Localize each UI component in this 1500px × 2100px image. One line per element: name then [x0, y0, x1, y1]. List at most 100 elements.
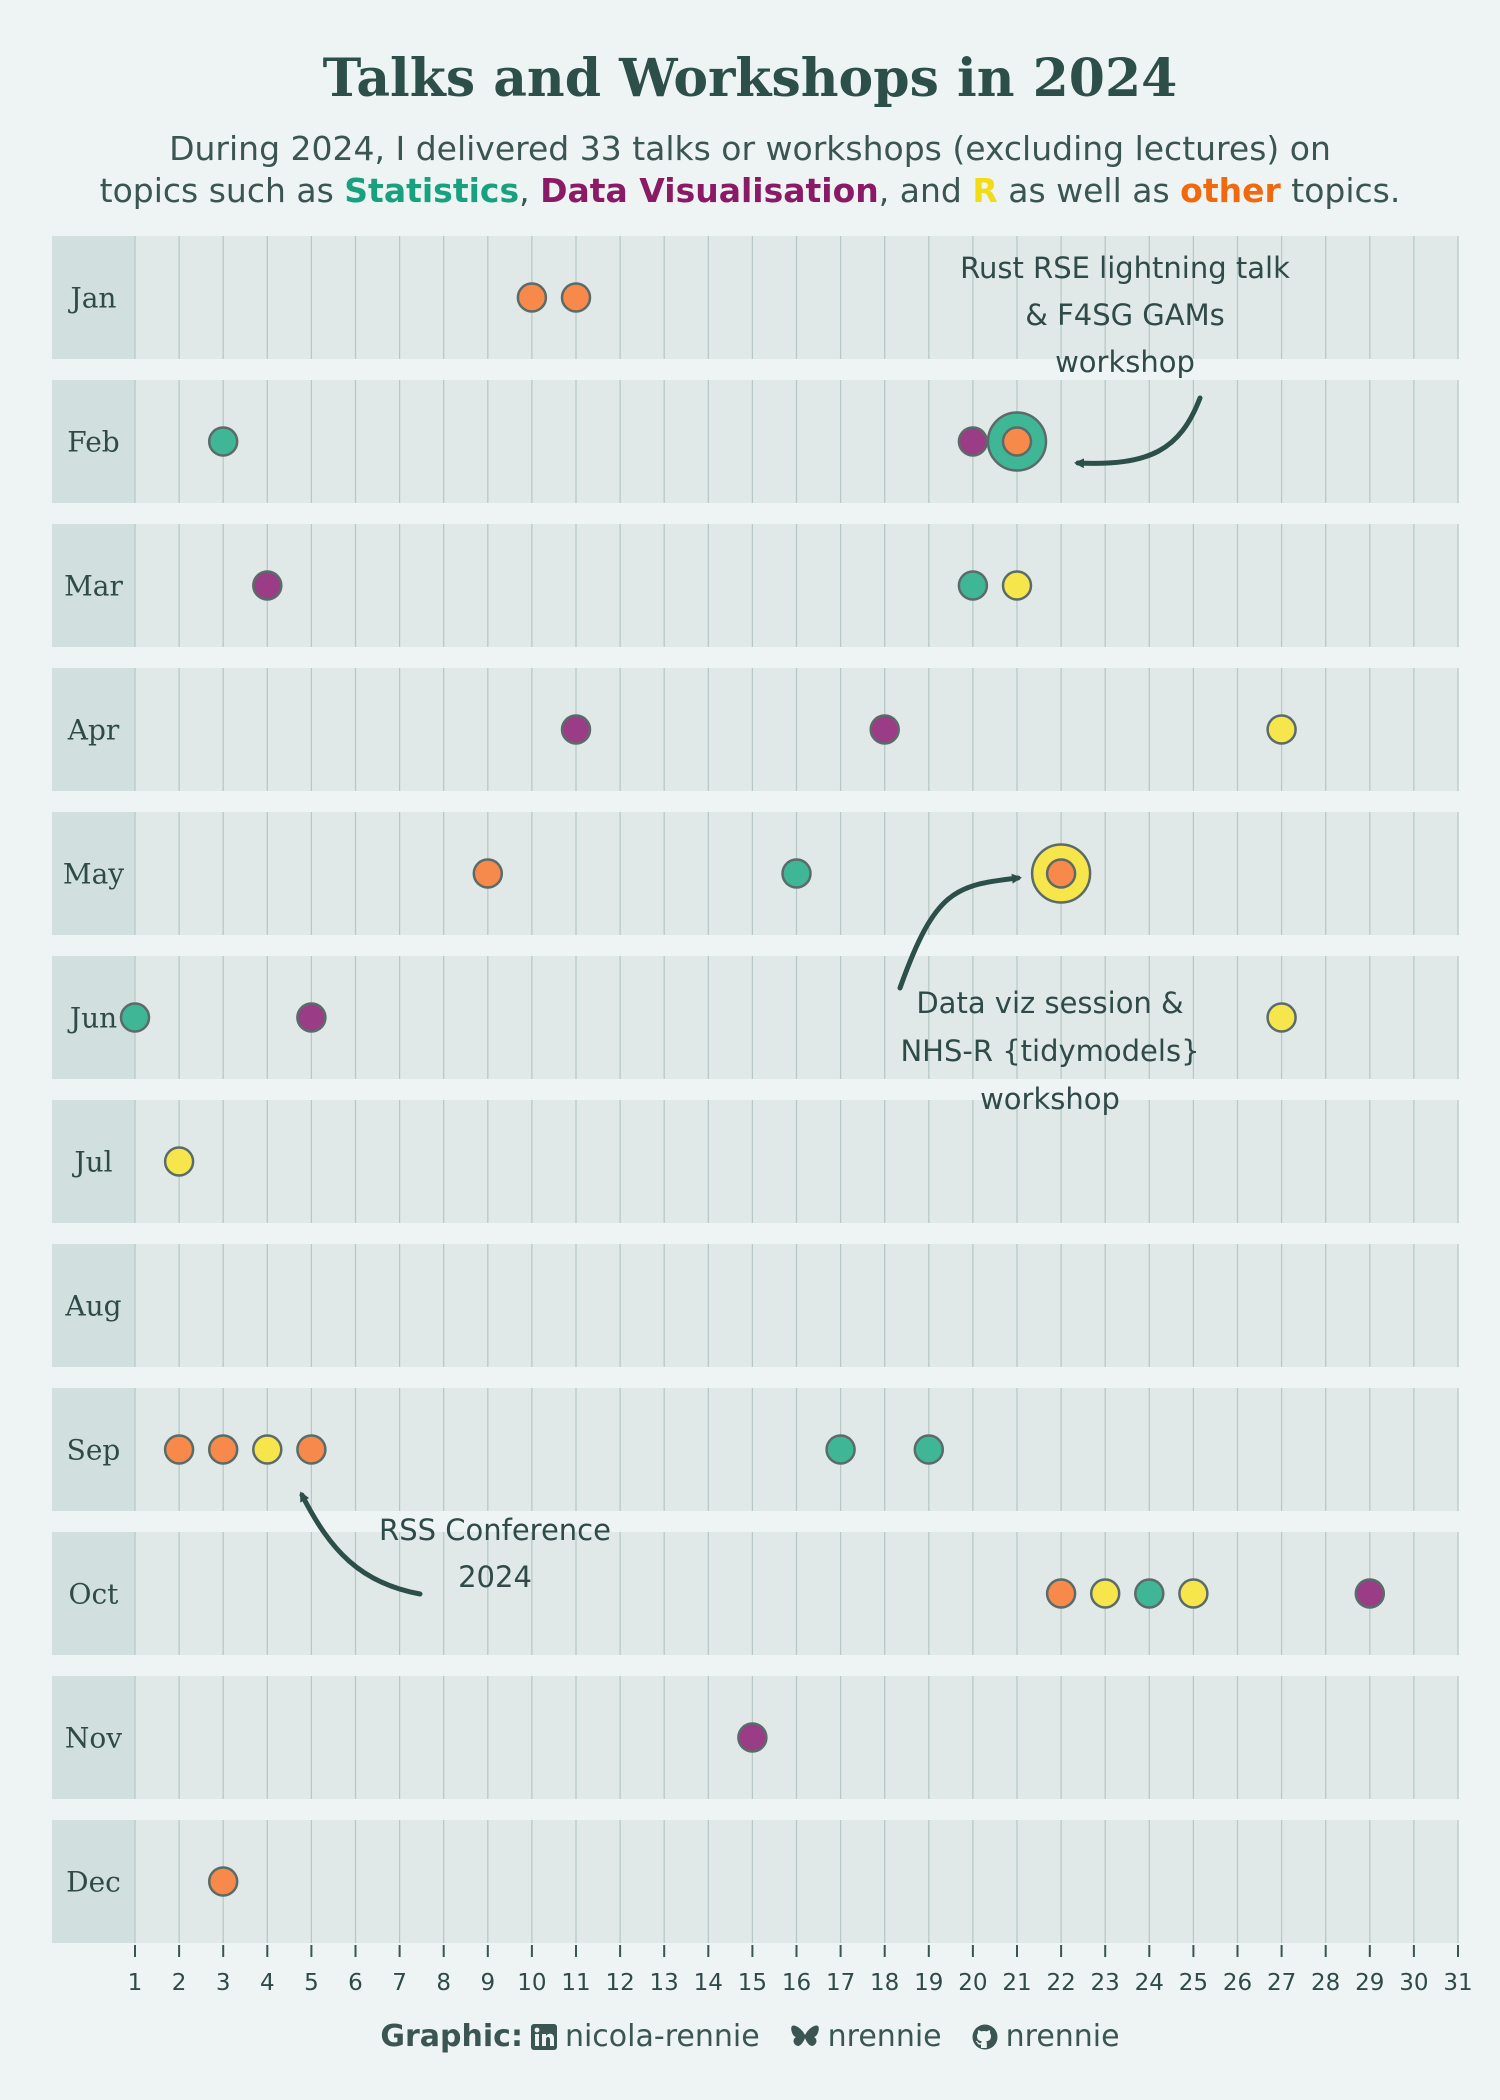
x-tick-label: 2 [172, 1970, 187, 1996]
talk-point-r [1178, 1578, 1209, 1609]
x-tick-label: 30 [1399, 1970, 1428, 1996]
month-label: Jan [68, 282, 117, 315]
talk-point-statistics [207, 426, 239, 457]
month-label: Mar [64, 570, 123, 603]
x-tick-label: 20 [958, 1970, 987, 1996]
month-label-bg [52, 812, 135, 935]
subtitle-post: topics. [1280, 171, 1401, 210]
month-row [52, 1532, 1458, 1655]
talk-point-statistics [913, 1434, 945, 1465]
x-tick-label: 13 [650, 1970, 679, 1996]
x-tick-label: 1 [128, 1970, 143, 1996]
x-tick-label: 7 [392, 1970, 407, 1996]
month-label-bg [52, 1532, 135, 1655]
linkedin-icon [530, 2023, 557, 2050]
subtitle-line-1: During 2024, I delivered 33 talks or wor… [169, 129, 1331, 168]
month-label-bg [52, 236, 135, 359]
subtitle-pre: topics such as [99, 171, 345, 210]
x-tick-label: 19 [914, 1970, 943, 1996]
month-label-bg [52, 668, 135, 791]
x-tick-label: 22 [1046, 1970, 1075, 1996]
linkedin-link[interactable]: nicola-rennie [564, 2019, 760, 2054]
x-tick-label: 26 [1223, 1970, 1252, 1996]
talk-point-statistics [1134, 1578, 1165, 1609]
github-icon [972, 2024, 998, 2049]
x-tick-label: 18 [870, 1970, 899, 1996]
annotation-text-may: workshop [980, 1082, 1120, 1116]
month-row [52, 812, 1458, 935]
month-label: Aug [64, 1290, 121, 1323]
month-label-bg [52, 1820, 135, 1943]
chart-title: Talks and Workshops in 2024 [322, 48, 1178, 109]
footer-credits: Graphic: nicola-rennie nrennie nrennie [0, 2019, 1500, 2054]
x-tick-label: 17 [826, 1970, 855, 1996]
month-label: Nov [65, 1722, 122, 1755]
github-link[interactable]: nrennie [1005, 2019, 1120, 2054]
month-row [52, 1820, 1458, 1943]
talk-point-other [1045, 1578, 1077, 1609]
butterfly-icon [790, 2025, 819, 2046]
month-row [52, 236, 1458, 359]
talk-point-dataviz [296, 1002, 327, 1033]
talk-point-other [560, 282, 592, 313]
month-row [52, 380, 1458, 503]
month-label-bg [52, 1676, 135, 1799]
month-label: Sep [67, 1434, 121, 1467]
x-tick-label: 29 [1355, 1970, 1384, 1996]
subtitle-sep1: , [519, 171, 541, 210]
talk-point-statistics [119, 1002, 151, 1033]
talk-point-dataviz [252, 570, 283, 601]
talk-point-statistics [957, 570, 989, 601]
talk-point-other [296, 1434, 327, 1465]
talk-point-dataviz [1354, 1578, 1386, 1609]
month-label: Apr [67, 714, 120, 747]
talk-point-other [207, 1434, 239, 1465]
legend-other: other [1180, 171, 1281, 210]
x-tick-label: 12 [605, 1970, 634, 1996]
x-tick-label: 31 [1443, 1970, 1472, 1996]
x-tick-label: 6 [348, 1970, 363, 1996]
talk-point-other [1045, 858, 1077, 889]
talk-point-other [516, 282, 548, 313]
month-label-bg [52, 1388, 135, 1511]
annotation-text-sep: RSS Conference [379, 1513, 611, 1547]
x-tick-label: 4 [260, 1970, 275, 1996]
talk-point-r [1089, 1578, 1121, 1609]
bluesky-link[interactable]: nrennie [827, 2019, 942, 2054]
x-tick-label: 25 [1179, 1970, 1208, 1996]
x-tick-label: 10 [517, 1970, 546, 1996]
subtitle-mid: as well as [997, 171, 1181, 210]
x-tick-label: 28 [1311, 1970, 1340, 1996]
x-tick-label: 15 [738, 1970, 767, 1996]
subtitle-line-2: topics such as Statistics, Data Visualis… [40, 170, 1460, 212]
annotation-text-may: NHS-R {tidymodels} [900, 1034, 1199, 1068]
annotation-text-sep: 2024 [458, 1560, 532, 1594]
x-tick-label: 24 [1135, 1970, 1164, 1996]
x-tick-label: 5 [304, 1970, 319, 1996]
talk-point-dataviz [737, 1722, 768, 1753]
annotation-text-may: Data viz session & [916, 986, 1183, 1020]
annotation-text-feb: Rust RSE lightning talk [960, 251, 1290, 285]
month-label: May [63, 858, 124, 891]
x-tick-label: 21 [1002, 1970, 1031, 1996]
annotation-text-feb: workshop [1055, 345, 1195, 379]
x-tick-label: 23 [1091, 1970, 1120, 1996]
talk-point-other [1001, 426, 1033, 457]
talk-point-dataviz [869, 714, 900, 745]
talk-point-other [472, 858, 504, 889]
footer-label: Graphic: [380, 2019, 523, 2054]
month-row [52, 668, 1458, 791]
month-label-bg [52, 1244, 135, 1367]
month-label-bg [52, 380, 135, 503]
x-tick-label: 8 [436, 1970, 451, 1996]
talk-point-statistics [825, 1434, 856, 1465]
legend-r: R [972, 171, 998, 210]
month-row [52, 1388, 1458, 1511]
x-tick-label: 9 [480, 1970, 495, 1996]
talk-point-r [1266, 714, 1297, 745]
month-row [52, 524, 1458, 647]
talk-point-r [163, 1146, 195, 1177]
month-label: Oct [69, 1578, 120, 1611]
x-tick-label: 14 [694, 1970, 723, 1996]
